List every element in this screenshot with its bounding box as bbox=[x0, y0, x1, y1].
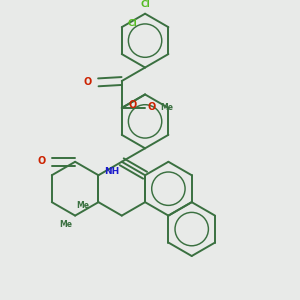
Text: O: O bbox=[148, 102, 156, 112]
Text: O: O bbox=[38, 156, 46, 166]
Text: NH: NH bbox=[104, 167, 120, 176]
Text: O: O bbox=[129, 100, 137, 110]
Text: Me: Me bbox=[59, 220, 72, 229]
Text: Cl: Cl bbox=[140, 0, 150, 9]
Text: O: O bbox=[83, 77, 92, 87]
Text: Cl: Cl bbox=[128, 20, 137, 28]
Text: Me: Me bbox=[76, 201, 89, 210]
Text: Me: Me bbox=[160, 103, 173, 112]
